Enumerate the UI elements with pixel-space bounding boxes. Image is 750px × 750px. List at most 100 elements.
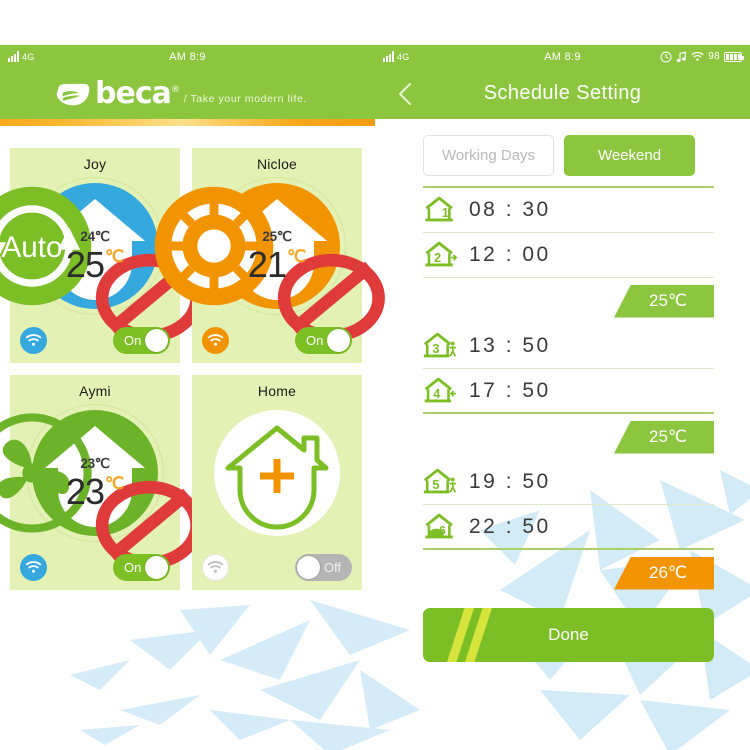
device-dial[interactable]: Auto 24℃ 25 ℃ [0, 177, 203, 343]
schedule-temp-badge[interactable]: 26℃ [614, 556, 714, 590]
schedule-list: 1 08 : 30 2 12 : 00 25℃ [375, 188, 750, 596]
network-type-label: 4G [22, 51, 35, 62]
wifi-icon[interactable] [202, 326, 229, 354]
toggle-knob [327, 328, 350, 352]
toggle-label: On [306, 332, 324, 348]
device-card-footer: On [10, 553, 180, 581]
svg-text:Auto: Auto [2, 231, 63, 264]
status-bar-right-group: 98 [660, 50, 750, 63]
device-dial[interactable] [208, 404, 346, 542]
toggle-label: On [124, 332, 142, 348]
device-card-footer: Off [192, 553, 362, 581]
setpoint-temp: 23℃ [80, 456, 110, 471]
power-toggle[interactable]: On [295, 326, 352, 354]
brand-slogan: / Take your modern life. [183, 93, 307, 105]
status-bar-left: 4G AM 8:9 [0, 45, 375, 68]
toggle-knob [145, 328, 168, 352]
schedule-time: 12 : 00 [469, 243, 551, 266]
device-name: Aymi [79, 383, 111, 399]
beca-logo-mark-icon [56, 83, 90, 106]
toggle-knob [297, 555, 320, 579]
back-chevron-icon[interactable] [397, 82, 413, 106]
done-button-label: Done [548, 625, 589, 644]
schedule-temp-line: 25℃ [423, 414, 714, 460]
wifi-icon[interactable] [202, 553, 229, 581]
page-title: Schedule Setting [483, 82, 642, 104]
battery-icon [724, 51, 744, 62]
current-temp-unit: ℃ [104, 474, 125, 493]
nav-bar: Schedule Setting [375, 68, 750, 119]
toggle-label: On [124, 559, 142, 575]
current-temp-row: 23 ℃ [66, 474, 124, 510]
device-card-aymi[interactable]: Aymi [0, 375, 203, 590]
svg-text:4: 4 [433, 385, 441, 400]
device-name: Home [257, 383, 297, 399]
schedule-time: 08 : 30 [469, 198, 551, 221]
schedule-temp-line: 26℃ [423, 550, 714, 596]
tab-weekend[interactable]: Weekend [564, 135, 695, 176]
status-bar-right: 4G AM 8:9 98 [375, 45, 750, 68]
toggle-label: Off [323, 559, 341, 575]
signal-bars-icon [383, 51, 394, 62]
house-period-1-icon: 1 [425, 196, 453, 222]
brand-logo: beca® / Take your modern life. [56, 76, 307, 111]
svg-text:3: 3 [432, 341, 439, 356]
current-temp-value: 25 [65, 244, 105, 285]
brand-name: beca® [95, 76, 180, 111]
schedule-row[interactable]: 5 19 : 50 [423, 460, 714, 505]
device-card-nicloe[interactable]: Nicloe [154, 148, 385, 363]
battery-level-label: 98 [708, 51, 720, 62]
house-period-6-icon: 6 [425, 513, 453, 538]
music-note-icon [676, 50, 687, 62]
schedule-temp-badge[interactable]: 25℃ [614, 420, 714, 454]
tab-working-days[interactable]: Working Days [423, 135, 554, 176]
house-period-2-icon: 2 [425, 241, 457, 267]
status-bar-left-group: 4G [0, 51, 35, 62]
add-house-icon [225, 425, 329, 530]
schedule-tabs: Working Days Weekend [375, 119, 750, 176]
device-card-footer: On [10, 326, 180, 354]
wifi-icon[interactable] [20, 553, 47, 581]
schedule-time: 13 : 50 [469, 334, 551, 357]
house-period-5-icon: 5 [423, 468, 457, 494]
schedule-time: 17 : 50 [469, 378, 551, 402]
toggle-knob [145, 555, 168, 579]
device-list-panel: 4G AM 8:9 beca® / Take your modern life. … [0, 45, 385, 750]
schedule-row[interactable]: 3 13 : 50 [423, 324, 714, 369]
device-card-joy[interactable]: Joy Auto [0, 148, 203, 363]
svg-text:6: 6 [439, 523, 446, 537]
current-temp-row: 21 ℃ [248, 247, 306, 283]
alarm-clock-icon [660, 51, 672, 62]
setpoint-row: 24℃ [80, 229, 203, 343]
power-toggle[interactable]: On [113, 326, 170, 354]
done-button[interactable]: Done [423, 608, 714, 662]
schedule-row[interactable]: 6 22 : 50 [423, 505, 714, 550]
schedule-time: 19 : 50 [469, 470, 551, 493]
setpoint-temp: 24℃ [80, 229, 110, 244]
schedule-row[interactable]: 2 12 : 00 [423, 233, 714, 278]
current-temp-row: 25 ℃ [66, 247, 124, 283]
power-toggle[interactable]: Off [295, 553, 352, 581]
schedule-row[interactable]: 4 17 : 50 [423, 369, 714, 414]
wifi-icon[interactable] [20, 326, 47, 354]
setpoint-row: 23℃ [80, 456, 203, 570]
device-grid: Joy Auto [0, 126, 385, 590]
house-period-4-icon: 4 [424, 377, 457, 402]
schedule-temp-badge[interactable]: 25℃ [614, 284, 714, 318]
current-temp-value: 21 [247, 244, 287, 285]
sun-heat-icon [154, 186, 274, 306]
status-bar-time-left: AM 8:9 [169, 50, 206, 63]
device-name: Nicloe [256, 156, 298, 172]
schedule-time: 22 : 50 [469, 514, 551, 538]
device-card-footer: On [192, 326, 362, 354]
registered-mark: ® [170, 85, 180, 95]
setpoint-temp: 25℃ [262, 229, 292, 244]
signal-bars-icon [8, 51, 19, 62]
device-dial[interactable]: 25℃ 21 ℃ [154, 177, 385, 343]
schedule-row[interactable]: 1 08 : 30 [423, 188, 714, 233]
header-accent-bar [0, 119, 375, 126]
device-dial[interactable]: 23℃ 23 ℃ [0, 404, 203, 570]
device-card-home-add[interactable]: Home [192, 375, 362, 590]
power-toggle[interactable]: On [113, 553, 170, 581]
